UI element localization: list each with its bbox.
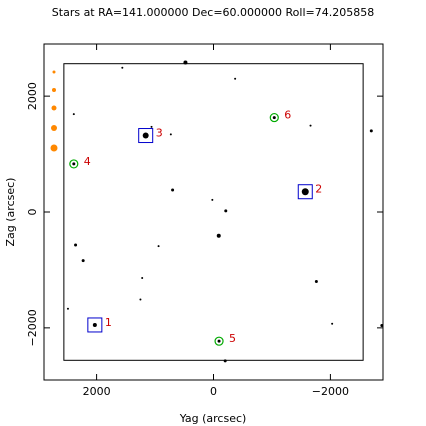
x-axis-label: Yag (arcsec)	[179, 412, 247, 425]
y-tick-label: 0	[26, 209, 39, 216]
magnitude-key-dot	[50, 144, 58, 152]
acq-star-circle	[214, 336, 224, 346]
magnitude-key-dot	[51, 105, 57, 111]
star-id-label: 1	[105, 316, 112, 329]
star-point	[380, 324, 384, 328]
x-tick-label: −2000	[312, 385, 349, 398]
x-tick-label: 0	[210, 385, 217, 398]
axis-ticks: 2000 0 −2000 −2000 0 2000	[26, 44, 383, 398]
star-point	[169, 133, 172, 136]
star-point	[183, 60, 188, 65]
magnitude-key-dot	[51, 125, 57, 131]
magnitude-key-dot	[52, 88, 56, 92]
guide-star-point	[301, 188, 309, 196]
labeled-stars: 1 2 3 4 5 6	[69, 109, 322, 346]
star-id-label: 5	[229, 332, 236, 345]
star-point	[331, 322, 334, 325]
x-tick-label: 2000	[83, 385, 111, 398]
y-tick-label: −2000	[26, 309, 39, 346]
star-point	[224, 209, 228, 213]
star-id-label: 3	[156, 127, 163, 140]
star-point	[72, 113, 75, 116]
magnitude-key-dot	[52, 70, 56, 74]
outer-plot-frame	[43, 43, 384, 381]
star-point	[66, 307, 69, 310]
star-point	[74, 243, 78, 247]
acq-star-circle	[69, 159, 79, 169]
star-point	[141, 277, 144, 280]
star-point	[309, 124, 312, 127]
star-id-label: 2	[315, 183, 322, 196]
star-id-label: 6	[284, 109, 291, 122]
star-point	[121, 66, 124, 69]
magnitude-key	[50, 70, 58, 152]
star-point	[150, 125, 153, 128]
acq-star-circle	[269, 112, 279, 123]
acq-star-point	[72, 162, 76, 166]
guide-star-box	[297, 184, 313, 200]
star-point	[223, 359, 227, 363]
guide-star-point	[142, 132, 149, 139]
star-point	[369, 129, 373, 133]
star-point	[157, 245, 160, 248]
star-point	[234, 77, 237, 80]
star-point	[216, 233, 221, 238]
y-axis-label: Zag (arcsec)	[4, 178, 17, 247]
star-point	[314, 280, 318, 284]
guide-star-box	[87, 317, 103, 333]
chart-title: Stars at RA=141.000000 Dec=60.000000 Rol…	[51, 6, 375, 19]
y-tick-label: 2000	[26, 82, 39, 110]
acq-star-point	[217, 339, 221, 343]
star-id-label: 4	[84, 155, 91, 168]
field-stars	[66, 60, 384, 363]
star-point	[171, 188, 175, 192]
field-of-view-box	[63, 63, 364, 361]
guide-star-point	[92, 322, 97, 327]
star-point	[211, 198, 214, 201]
acq-star-point	[272, 116, 276, 120]
star-point	[81, 259, 85, 263]
star-point	[139, 298, 142, 301]
guide-star-box	[138, 128, 154, 144]
